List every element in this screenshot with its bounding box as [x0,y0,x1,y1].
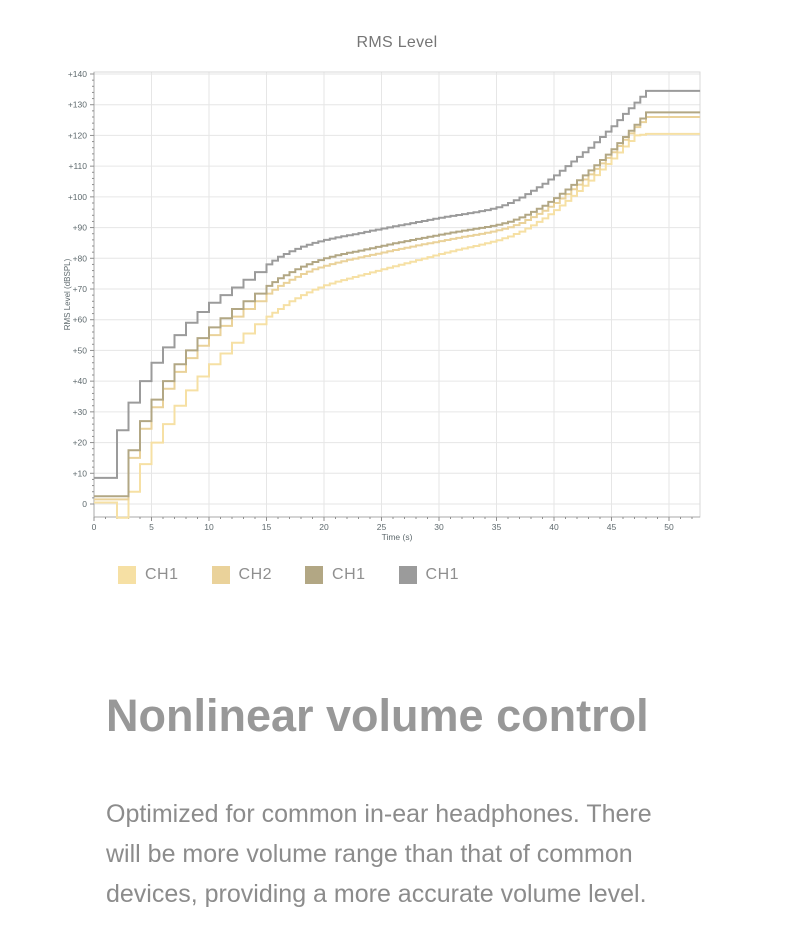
grid-lines [94,72,700,517]
svg-text:+140: +140 [68,69,87,79]
svg-text:25: 25 [377,522,387,532]
svg-text:+110: +110 [68,161,87,171]
svg-text:10: 10 [204,522,214,532]
description-line: devices, providing a more accurate volum… [106,880,647,908]
chart-title: RMS Level [356,34,438,51]
svg-text:+40: +40 [73,376,88,386]
series-line-ch1-0 [94,132,701,519]
svg-text:35: 35 [492,522,502,532]
svg-text:5: 5 [149,522,154,532]
chart-legend: CH1 CH2 CH1 CH1 [118,566,492,584]
svg-text:+80: +80 [73,253,88,263]
svg-text:+100: +100 [68,192,87,202]
legend-label: CH1 [145,566,179,583]
svg-text:0: 0 [82,499,87,509]
svg-text:20: 20 [319,522,329,532]
section-description: Optimized for common in-ear headphones. … [106,794,726,914]
svg-text:0: 0 [92,522,97,532]
series-line-ch2-1 [94,116,701,501]
x-axis-label: Time (s) [382,532,413,542]
series-line-ch1-2 [94,111,701,498]
svg-text:+90: +90 [73,223,88,233]
svg-text:15: 15 [262,522,272,532]
axis-ticks [90,73,693,521]
svg-text:+130: +130 [68,100,87,110]
plot-border [93,71,701,518]
legend-label: CH1 [332,566,366,583]
legend-swatch-icon [305,566,324,584]
svg-text:50: 50 [664,522,674,532]
svg-text:40: 40 [549,522,559,532]
legend-item-2: CH1 [305,566,366,584]
y-axis-label: RMS Level (dBSPL) [63,258,72,330]
legend-label: CH2 [238,566,273,583]
svg-text:+70: +70 [73,284,88,294]
svg-text:+60: +60 [73,315,88,325]
description-line: Optimized for common in-ear headphones. … [106,800,652,828]
svg-text:+30: +30 [73,407,88,417]
tick-labels: 0 +10 +20 +30 +40 +50 +60 +70 +80 +90 +100 +110 +120… [68,69,674,532]
legend-swatch-icon [211,566,230,584]
svg-text:+120: +120 [68,130,87,140]
section-heading: Nonlinear volume control [106,690,649,741]
description-line: will be more volume range than that of c… [106,840,633,868]
legend-swatch-icon [118,566,136,584]
rms-level-chart: 0 +10 +20 +30 +40 +50 +60 +70 +80 +90 +100 +110 +120… [63,69,701,542]
series-line-ch1-3 [94,89,701,479]
svg-text:30: 30 [434,522,444,532]
legend-swatch-icon [398,566,417,584]
svg-text:+50: +50 [73,345,88,355]
legend-item-3: CH1 [398,566,460,584]
legend-item-1: CH2 [211,566,273,584]
svg-text:45: 45 [607,522,617,532]
legend-item-0: CH1 [118,566,179,584]
svg-text:+10: +10 [73,468,88,478]
svg-text:+20: +20 [73,438,88,448]
legend-label: CH1 [425,566,460,583]
